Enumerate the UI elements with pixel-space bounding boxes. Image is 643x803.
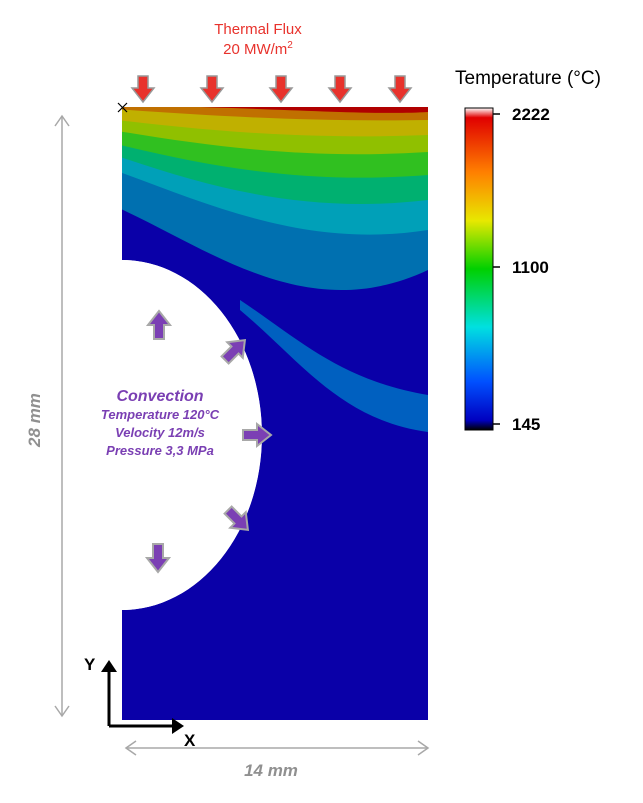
height-label: 28 mm — [25, 393, 44, 448]
flux-arrow — [387, 75, 413, 104]
colorbar-tick-min: 145 — [512, 415, 540, 434]
colorbar-ticks — [493, 113, 500, 425]
temperature-field — [122, 107, 428, 720]
convection-arrows — [144, 309, 273, 574]
thermal-flux-arrows — [130, 75, 413, 104]
x-axis-arrowhead — [172, 718, 184, 734]
width-label: 14 mm — [244, 761, 298, 780]
cooling-channel — [122, 260, 262, 610]
convection-arrow — [242, 421, 273, 449]
band-cold-edge — [240, 310, 428, 720]
flux-arrow — [199, 75, 225, 104]
band-blue-mid — [240, 300, 428, 432]
colorbar-title: Temperature (°C) — [455, 68, 601, 89]
convection-arrow — [223, 505, 250, 532]
flux-title: Thermal Flux — [214, 21, 302, 38]
y-axis-arrowhead — [101, 660, 117, 672]
convection-temperature: Temperature 120°C — [101, 407, 220, 422]
height-dimension — [54, 114, 70, 718]
convection-velocity: Velocity 12m/s — [115, 425, 205, 440]
band-8 — [200, 107, 428, 113]
y-axis-label: Y — [84, 655, 96, 674]
convection-pressure: Pressure 3,3 MPa — [106, 443, 214, 458]
flux-arrow — [327, 75, 353, 104]
width-dimension — [124, 740, 430, 756]
convection-arrow — [145, 309, 173, 340]
convection-title: Convection — [116, 388, 203, 405]
flux-arrow — [130, 75, 156, 104]
colorbar-tick-mid: 1100 — [512, 258, 549, 277]
coordinate-axes — [107, 666, 178, 728]
corner-marker — [117, 102, 128, 113]
convection-arrow — [220, 338, 247, 365]
x-axis-label: X — [184, 731, 196, 750]
flux-value: 20 MW/m2 — [223, 40, 293, 58]
colorbar-tick-max: 2222 — [512, 105, 550, 124]
colorbar — [464, 107, 494, 431]
flux-arrow — [268, 75, 294, 104]
convection-arrow — [144, 543, 172, 574]
band-7 — [122, 107, 428, 121]
